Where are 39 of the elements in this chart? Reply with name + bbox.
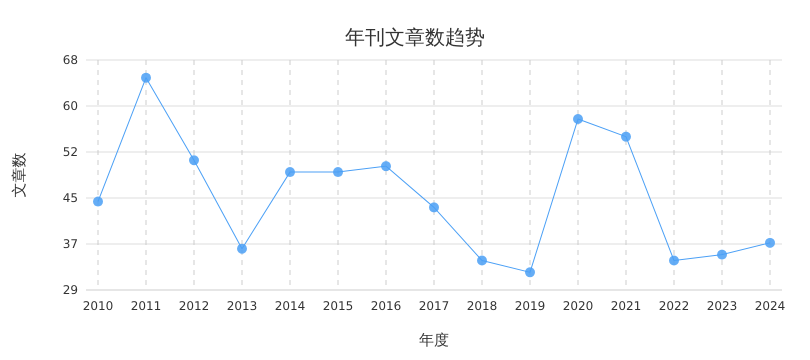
- x-tick-label: 2023: [706, 299, 738, 313]
- point: [477, 256, 487, 266]
- x-tick-label: 2017: [418, 299, 450, 313]
- x-tick-label: 2019: [514, 299, 546, 313]
- y-tick-label: 29: [62, 283, 78, 298]
- point: [573, 114, 583, 124]
- x-tick-label: 2010: [82, 299, 114, 313]
- y-tick-label: 37: [62, 237, 78, 252]
- point: [285, 167, 295, 178]
- point: [333, 167, 343, 178]
- x-tick-label: 2024: [754, 299, 786, 313]
- chart-title: 年刊文章数趋势: [345, 25, 485, 49]
- point: [93, 196, 103, 207]
- y-tick-label: 52: [62, 145, 78, 160]
- x-tick-label: 2018: [466, 299, 498, 313]
- y-axis-title: 文章数: [10, 152, 28, 198]
- x-tick-label: 2012: [178, 299, 210, 313]
- point: [669, 256, 679, 266]
- point: [525, 267, 535, 278]
- x-tick-label: 2011: [130, 299, 162, 313]
- point: [189, 155, 199, 166]
- point: [765, 238, 775, 248]
- x-tick-label: 2021: [610, 299, 642, 313]
- x-tick-label: 2014: [274, 299, 306, 313]
- x-tick-label: 2015: [322, 299, 354, 313]
- point: [141, 72, 151, 83]
- y-tick-label: 68: [62, 53, 78, 68]
- point: [621, 132, 631, 142]
- y-tick-label: 45: [62, 191, 78, 206]
- x-tick-label: 2022: [658, 299, 690, 313]
- point: [429, 202, 439, 212]
- point: [237, 244, 247, 254]
- x-tick-label: 2016: [370, 299, 402, 313]
- point: [717, 250, 727, 260]
- point: [381, 161, 391, 172]
- y-tick-label: 60: [62, 99, 78, 114]
- x-tick-label: 2013: [226, 299, 258, 313]
- x-axis-title: 年度: [419, 331, 449, 349]
- x-tick-label: 2020: [562, 299, 594, 313]
